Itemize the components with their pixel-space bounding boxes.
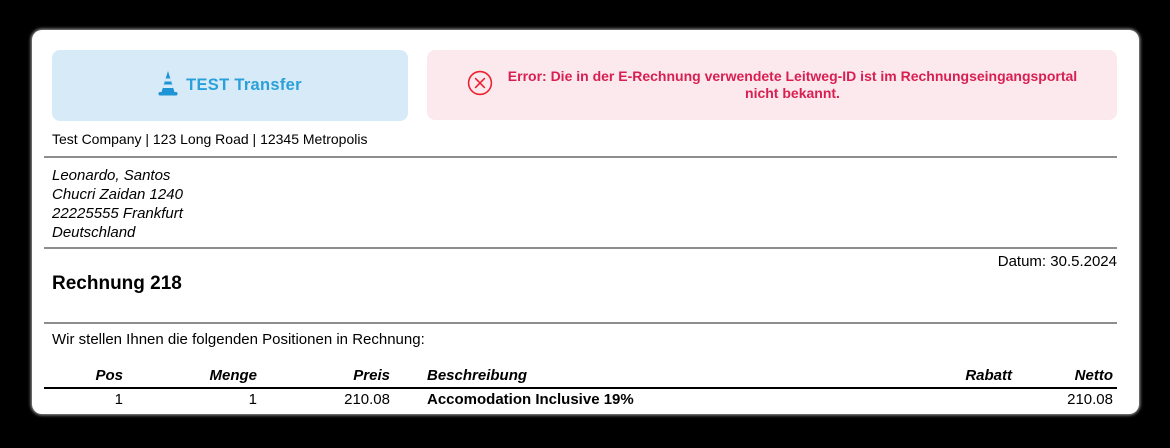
cell-netto: 210.08 (1067, 391, 1113, 408)
traffic-cone-icon (158, 70, 178, 101)
circle-x-icon (467, 70, 493, 101)
separator (44, 247, 1117, 249)
test-transfer-badge[interactable]: TEST Transfer (52, 50, 408, 121)
cell-preis: 210.08 (344, 391, 390, 408)
invoice-card: TEST Transfer Error: Die in der E-Rechnu… (32, 30, 1139, 414)
col-header-rabatt: Rabatt (945, 368, 1012, 389)
recipient-country: Deutschland (52, 224, 136, 241)
separator (44, 322, 1117, 324)
cell-menge: 1 (248, 391, 257, 408)
error-message-line1: Error: Die in der E-Rechnung verwendete … (507, 68, 1078, 84)
header-row: TEST Transfer Error: Die in der E-Rechnu… (52, 50, 1117, 121)
recipient-city: 22225555 Frankfurt (52, 205, 183, 222)
intro-text: Wir stellen Ihnen die folgenden Position… (52, 331, 425, 348)
error-banner: Error: Die in der E-Rechnung verwendete … (427, 50, 1117, 120)
col-header-menge: Menge (123, 368, 257, 389)
col-header-pos: Pos (44, 368, 123, 389)
table-header-row: Pos Menge Preis Beschreibung Rabatt Nett… (44, 368, 1117, 389)
error-message-line2: nicht bekannt. (745, 85, 840, 101)
col-header-beschreibung: Beschreibung (390, 368, 945, 389)
sender-info: Test Company | 123 Long Road | 12345 Met… (52, 131, 368, 147)
separator (44, 156, 1117, 158)
recipient-address: Leonardo, Santos Chucri Zaidan 1240 2222… (52, 166, 1117, 242)
invoice-date: Datum: 30.5.2024 (997, 253, 1117, 270)
cell-pos: 1 (114, 391, 123, 408)
recipient-name: Leonardo, Santos (52, 167, 171, 184)
col-header-preis: Preis (257, 368, 390, 389)
test-transfer-label: TEST Transfer (186, 76, 302, 94)
col-header-netto: Netto (1012, 368, 1117, 389)
invoice-title: Rechnung 218 (52, 273, 182, 294)
recipient-street: Chucri Zaidan 1240 (52, 186, 183, 203)
error-message: Error: Die in der E-Rechnung verwendete … (508, 68, 1077, 102)
cell-rabatt (945, 388, 1012, 407)
cell-beschreibung: Accomodation Inclusive 19% (427, 391, 634, 408)
line-items-table: Pos Menge Preis Beschreibung Rabatt Nett… (44, 368, 1117, 407)
table-row: 1 1 210.08 Accomodation Inclusive 19% 21… (44, 388, 1117, 407)
